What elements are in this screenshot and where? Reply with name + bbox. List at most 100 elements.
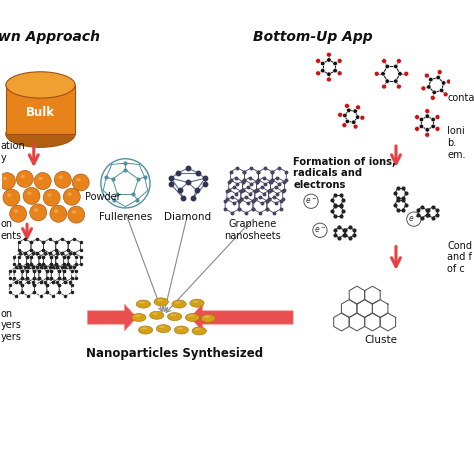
Circle shape — [345, 103, 349, 109]
Ellipse shape — [159, 326, 165, 328]
Ellipse shape — [190, 299, 204, 307]
Ellipse shape — [185, 313, 200, 321]
Text: Fullerenes: Fullerenes — [99, 212, 152, 222]
Polygon shape — [87, 304, 137, 331]
Circle shape — [374, 71, 379, 76]
Circle shape — [360, 115, 365, 120]
Circle shape — [43, 189, 60, 206]
Circle shape — [356, 105, 361, 110]
Ellipse shape — [34, 208, 38, 211]
Circle shape — [337, 58, 342, 64]
Ellipse shape — [20, 174, 25, 178]
Text: $e^-$: $e^-$ — [314, 226, 326, 235]
Circle shape — [23, 187, 40, 204]
Ellipse shape — [59, 175, 63, 179]
Circle shape — [55, 171, 71, 188]
Circle shape — [385, 79, 390, 83]
Circle shape — [353, 124, 358, 129]
Text: ation
y: ation y — [0, 141, 25, 163]
Circle shape — [419, 118, 424, 122]
Ellipse shape — [138, 326, 153, 334]
Text: Cond
and f
of c: Cond and f of c — [447, 240, 473, 273]
Ellipse shape — [153, 313, 158, 315]
Circle shape — [441, 81, 446, 85]
Circle shape — [353, 109, 357, 113]
Circle shape — [320, 68, 325, 73]
Circle shape — [396, 59, 401, 64]
Circle shape — [382, 84, 387, 89]
Circle shape — [393, 79, 398, 83]
Circle shape — [16, 170, 33, 187]
Ellipse shape — [174, 326, 189, 334]
Circle shape — [327, 77, 331, 82]
Circle shape — [0, 173, 16, 190]
Circle shape — [9, 205, 27, 222]
Ellipse shape — [175, 301, 181, 303]
Circle shape — [316, 58, 320, 64]
Circle shape — [443, 92, 448, 97]
Circle shape — [396, 84, 401, 89]
Circle shape — [345, 119, 349, 124]
Ellipse shape — [204, 316, 210, 318]
Circle shape — [428, 77, 433, 82]
Ellipse shape — [27, 191, 32, 195]
Ellipse shape — [167, 312, 182, 320]
Text: Diamond: Diamond — [164, 212, 211, 222]
Ellipse shape — [170, 314, 176, 316]
Circle shape — [352, 120, 356, 125]
Circle shape — [431, 124, 436, 128]
Circle shape — [425, 109, 430, 114]
Circle shape — [50, 205, 67, 222]
Circle shape — [439, 88, 444, 92]
Text: Bulk: Bulk — [26, 106, 55, 119]
Ellipse shape — [76, 178, 81, 182]
Text: Ioni
b.
em.: Ioni b. em. — [447, 127, 466, 160]
Ellipse shape — [172, 300, 186, 308]
Circle shape — [432, 90, 437, 95]
Ellipse shape — [150, 311, 164, 319]
Ellipse shape — [14, 210, 18, 213]
Circle shape — [419, 124, 424, 128]
Text: on
yers
yers: on yers yers — [0, 309, 21, 342]
Circle shape — [327, 52, 331, 57]
Circle shape — [430, 95, 435, 100]
Circle shape — [393, 64, 398, 69]
Ellipse shape — [136, 300, 150, 308]
Circle shape — [435, 115, 440, 119]
Circle shape — [64, 188, 80, 205]
Text: Bottom-Up App: Bottom-Up App — [253, 30, 373, 45]
Text: Nanoparticles Synthesized: Nanoparticles Synthesized — [86, 346, 263, 360]
Circle shape — [404, 71, 409, 76]
Circle shape — [437, 70, 442, 74]
Circle shape — [356, 115, 360, 119]
Ellipse shape — [154, 298, 168, 306]
Text: Graphene
nanosheets: Graphene nanosheets — [225, 219, 281, 241]
Circle shape — [436, 75, 440, 80]
Circle shape — [435, 127, 440, 131]
Circle shape — [447, 79, 452, 84]
Circle shape — [381, 72, 385, 76]
Ellipse shape — [72, 210, 76, 214]
Ellipse shape — [201, 314, 215, 322]
Ellipse shape — [141, 328, 147, 329]
Text: $e^-$: $e^-$ — [408, 214, 420, 224]
Ellipse shape — [157, 299, 163, 301]
Ellipse shape — [135, 315, 140, 317]
Circle shape — [333, 68, 337, 73]
Text: Formation of ions,
radicals and
electrons: Formation of ions, radicals and electron… — [293, 156, 396, 190]
Text: conta: conta — [447, 93, 474, 103]
Circle shape — [30, 204, 47, 221]
Ellipse shape — [132, 313, 146, 321]
Circle shape — [425, 132, 430, 137]
Circle shape — [425, 128, 429, 132]
Circle shape — [327, 58, 331, 62]
Ellipse shape — [6, 121, 75, 147]
Ellipse shape — [156, 325, 171, 333]
Text: $e^-$: $e^-$ — [305, 196, 317, 206]
Ellipse shape — [38, 177, 43, 180]
Circle shape — [382, 59, 387, 64]
Circle shape — [316, 71, 320, 76]
Circle shape — [398, 72, 402, 76]
Ellipse shape — [3, 177, 7, 180]
Ellipse shape — [188, 315, 194, 317]
